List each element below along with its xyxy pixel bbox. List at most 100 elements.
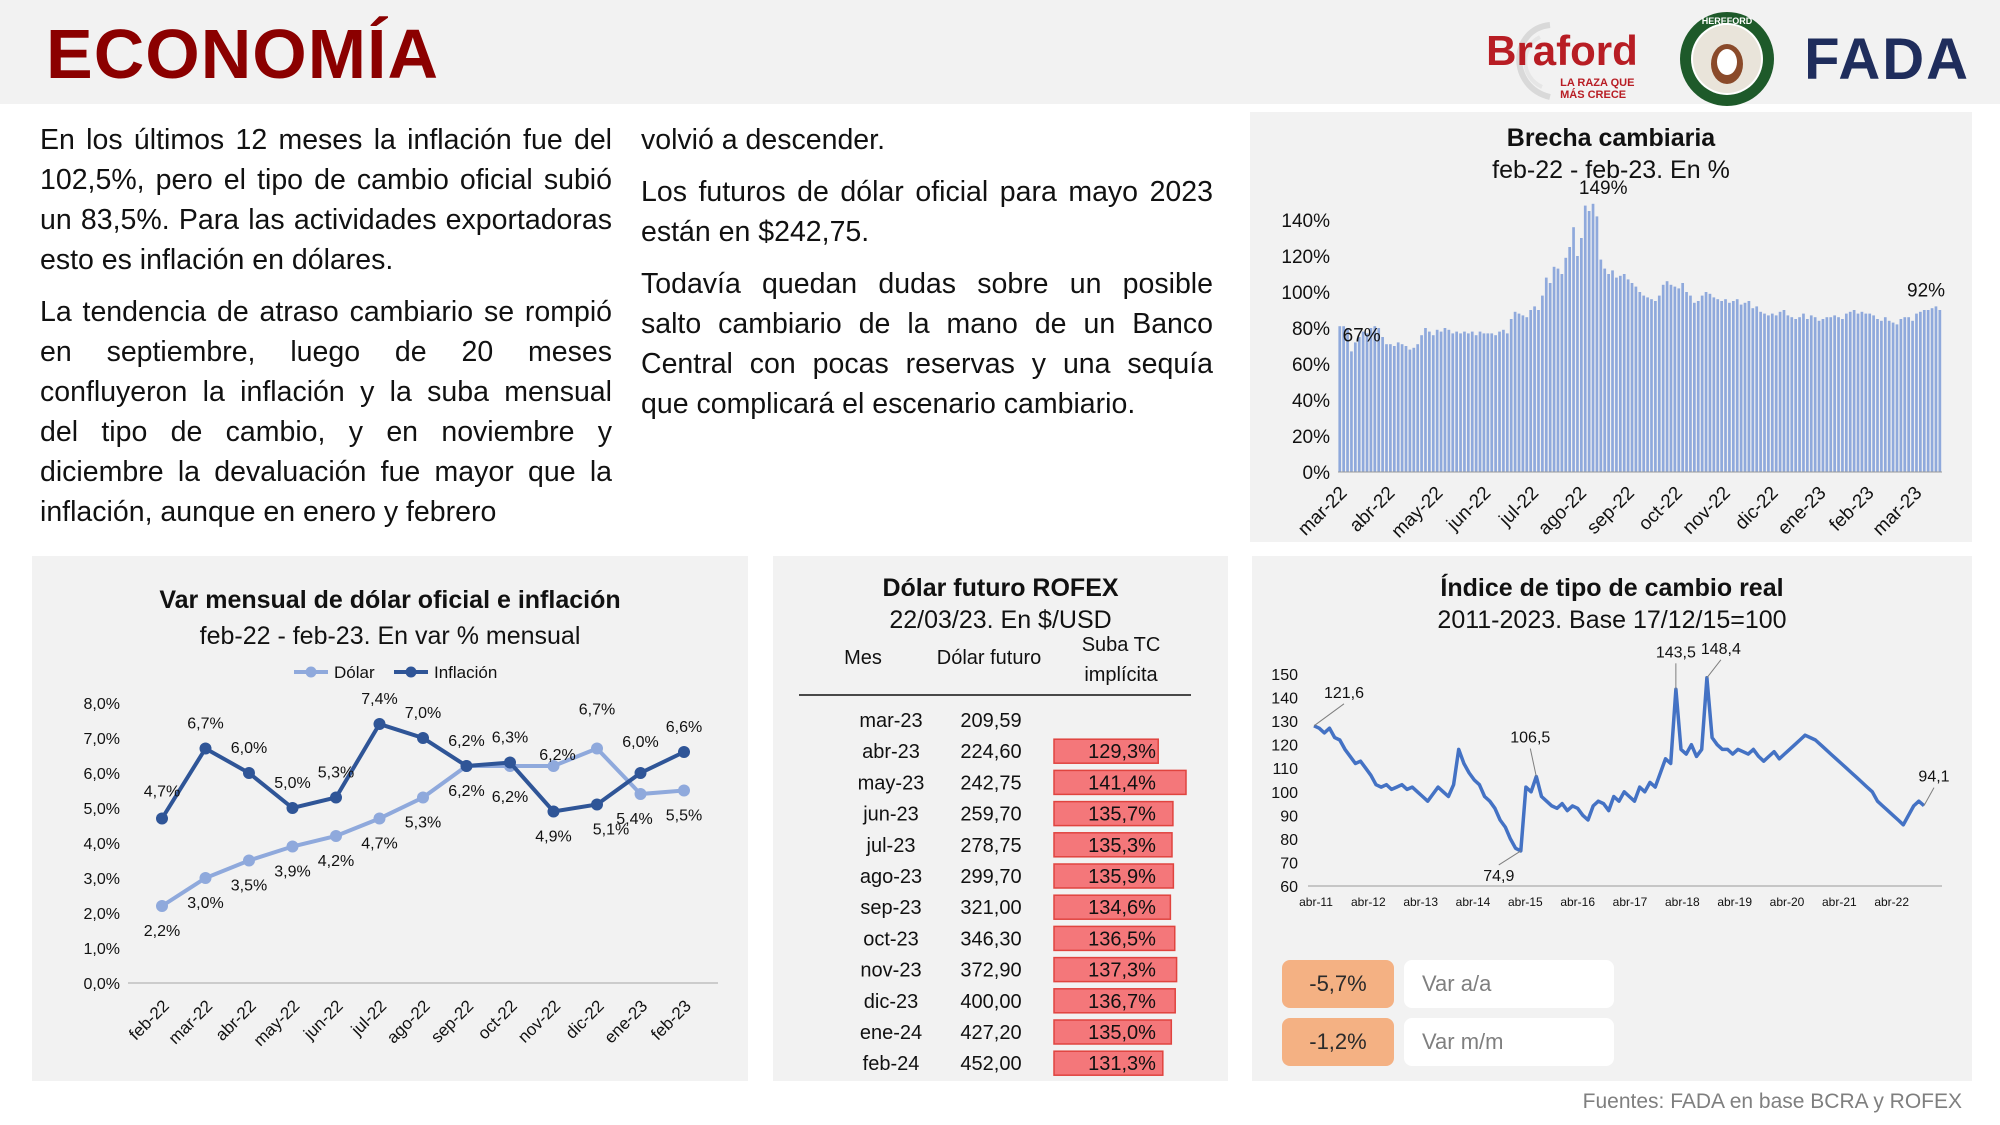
- data-label: 5,0%: [274, 775, 310, 792]
- paragraph: volvió a descender.: [641, 124, 885, 156]
- bar: [1665, 281, 1669, 472]
- data-point: [504, 756, 516, 769]
- bar: [1564, 257, 1568, 472]
- bar: [1556, 268, 1560, 472]
- data-label: 94,1: [1918, 769, 1949, 786]
- x-tick-label: sep-22: [427, 996, 477, 1046]
- logos: Braford LA RAZA QUE MÁS CRECE HEREFORD F…: [1480, 10, 1970, 108]
- bar: [1743, 302, 1747, 472]
- x-tick-label: oct-22: [474, 996, 521, 1043]
- bar: [1513, 311, 1517, 472]
- data-label: 121,6: [1324, 685, 1364, 702]
- data-label: 74,9: [1483, 868, 1514, 885]
- data-label: 6,3%: [492, 730, 528, 747]
- data-point: [199, 872, 212, 884]
- bar: [1821, 319, 1825, 472]
- kpi-var-aa-value: -5,7%: [1282, 960, 1394, 1008]
- data-label: 6,2%: [539, 747, 575, 764]
- bar: [1899, 319, 1903, 472]
- y-tick-label: 7,0%: [84, 731, 120, 748]
- x-tick-label: abr-20: [1770, 895, 1805, 906]
- rofex-panel: Dólar futuro ROFEX 22/03/23. En $/USD Me…: [773, 556, 1228, 1081]
- bar: [1466, 333, 1470, 472]
- data-label: 3,0%: [187, 895, 223, 912]
- data-label: 6,2%: [448, 733, 484, 750]
- bar: [1755, 306, 1759, 472]
- bar: [1794, 319, 1798, 472]
- header-bar: ECONOMÍA Braford LA RAZA QUE MÁS CRECE H…: [0, 0, 2000, 106]
- data-label: 106,5: [1510, 729, 1550, 746]
- y-tick-label: 140%: [1281, 211, 1330, 232]
- bar: [1439, 331, 1443, 472]
- braford-logo: Braford LA RAZA QUE MÁS CRECE: [1480, 17, 1660, 101]
- x-tick-label: mar-22: [165, 996, 217, 1048]
- cell-suba: 136,7%: [1088, 991, 1156, 1013]
- bar: [1798, 317, 1801, 472]
- bar: [1903, 317, 1907, 472]
- cell-suba: 135,9%: [1088, 866, 1156, 888]
- data-label: 5,3%: [318, 765, 354, 782]
- y-tick-label: 40%: [1292, 391, 1330, 412]
- data-label: 3,5%: [231, 878, 267, 895]
- bar: [1463, 331, 1466, 472]
- y-tick-label: 120%: [1281, 247, 1330, 268]
- bar: [1435, 329, 1439, 472]
- bar: [1611, 270, 1614, 472]
- bar: [1895, 324, 1899, 472]
- bar: [1381, 337, 1384, 472]
- x-tick-label: abr-22: [1874, 895, 1909, 906]
- cell-suba: 129,3%: [1088, 741, 1156, 763]
- x-tick-label: nov-22: [514, 996, 564, 1046]
- fada-logo: FADA: [1804, 26, 1970, 92]
- data-point: [547, 760, 560, 772]
- y-tick-label: 8,0%: [84, 696, 120, 713]
- text-left: En los últimos 12 meses la inflación fue…: [40, 120, 612, 544]
- data-label: 4,7%: [361, 836, 397, 853]
- y-tick-label: 100%: [1281, 283, 1330, 304]
- bar: [1494, 335, 1497, 472]
- bar: [1887, 320, 1891, 472]
- bar: [1689, 295, 1692, 472]
- y-tick-label: 0,0%: [84, 976, 120, 993]
- y-tick-label: 6,0%: [84, 766, 120, 783]
- table-subtitle: 22/03/23. En $/USD: [889, 606, 1112, 634]
- brecha-chart: 0%20%40%60%80%100%120%140%mar-22abr-22ma…: [1281, 178, 1945, 542]
- bar: [1876, 319, 1879, 472]
- data-label: 2,2%: [144, 923, 180, 940]
- cell-mes: abr-23: [862, 741, 920, 763]
- bar: [1404, 346, 1408, 472]
- bar: [1759, 311, 1762, 472]
- braford-tagline: LA RAZA QUE MÁS CRECE: [1560, 77, 1635, 101]
- leader-line: [1498, 850, 1522, 866]
- bar: [1864, 313, 1868, 472]
- cell-mes: sep-23: [860, 897, 921, 919]
- cell-mes: may-23: [858, 772, 925, 794]
- bar: [1361, 331, 1365, 472]
- bar: [1922, 310, 1926, 472]
- x-tick-label: abr-17: [1613, 895, 1648, 906]
- x-tick-label: nov-22: [1679, 483, 1735, 539]
- suba-bar: [1053, 925, 1176, 952]
- y-tick-label: 130: [1271, 714, 1298, 731]
- kpi-var-aa-label: Var a/a: [1404, 960, 1614, 1008]
- bar: [1919, 311, 1922, 472]
- cell-suba: 135,0%: [1088, 1022, 1156, 1044]
- bar: [1915, 313, 1918, 472]
- y-tick-label: 2,0%: [84, 906, 120, 923]
- bar: [1802, 313, 1805, 472]
- hereford-seal-icon: HEREFORD: [1680, 12, 1775, 106]
- bar: [1767, 315, 1770, 472]
- bar: [1533, 306, 1536, 472]
- rofex-table: Mes Dólar futuro Suba TC implícita mar-23 209…: [799, 634, 1191, 1076]
- bar: [1926, 310, 1930, 472]
- data-point: [678, 784, 690, 797]
- bar: [1829, 317, 1833, 472]
- bar: [1938, 310, 1942, 472]
- bar: [1872, 315, 1875, 472]
- chart-title: Índice de tipo de cambio real: [1440, 574, 1784, 602]
- y-tick-label: 0%: [1303, 463, 1331, 484]
- bar: [1474, 335, 1478, 472]
- brecha-panel: Brecha cambiaria feb-22 - feb-23. En % 0…: [1250, 112, 1972, 542]
- data-label: 6,7%: [579, 702, 615, 719]
- data-label: 92%: [1907, 280, 1945, 301]
